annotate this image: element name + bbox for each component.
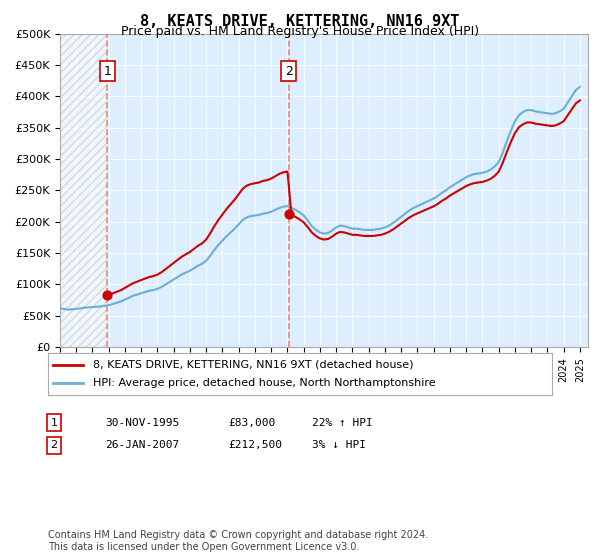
Bar (60, 34, 107, 347)
Text: Contains HM Land Registry data © Crown copyright and database right 2024.
This d: Contains HM Land Registry data © Crown c… (48, 530, 428, 552)
Text: HPI: Average price, detached house, North Northamptonshire: HPI: Average price, detached house, Nort… (94, 378, 436, 388)
Text: 26-JAN-2007: 26-JAN-2007 (105, 440, 179, 450)
Text: 30-NOV-1995: 30-NOV-1995 (105, 418, 179, 428)
Point (103, 291, 112, 300)
Text: 3% ↓ HPI: 3% ↓ HPI (312, 440, 366, 450)
Point (284, 209, 293, 218)
Text: 1: 1 (104, 65, 112, 78)
Text: 22% ↑ HPI: 22% ↑ HPI (312, 418, 373, 428)
Text: 1: 1 (50, 418, 58, 428)
Text: £83,000: £83,000 (228, 418, 275, 428)
Text: £212,500: £212,500 (228, 440, 282, 450)
Text: 2: 2 (50, 440, 58, 450)
Text: 8, KEATS DRIVE, KETTERING, NN16 9XT: 8, KEATS DRIVE, KETTERING, NN16 9XT (140, 14, 460, 29)
Text: Price paid vs. HM Land Registry's House Price Index (HPI): Price paid vs. HM Land Registry's House … (121, 25, 479, 38)
Text: 2: 2 (284, 65, 293, 78)
Text: 8, KEATS DRIVE, KETTERING, NN16 9XT (detached house): 8, KEATS DRIVE, KETTERING, NN16 9XT (det… (94, 360, 414, 370)
